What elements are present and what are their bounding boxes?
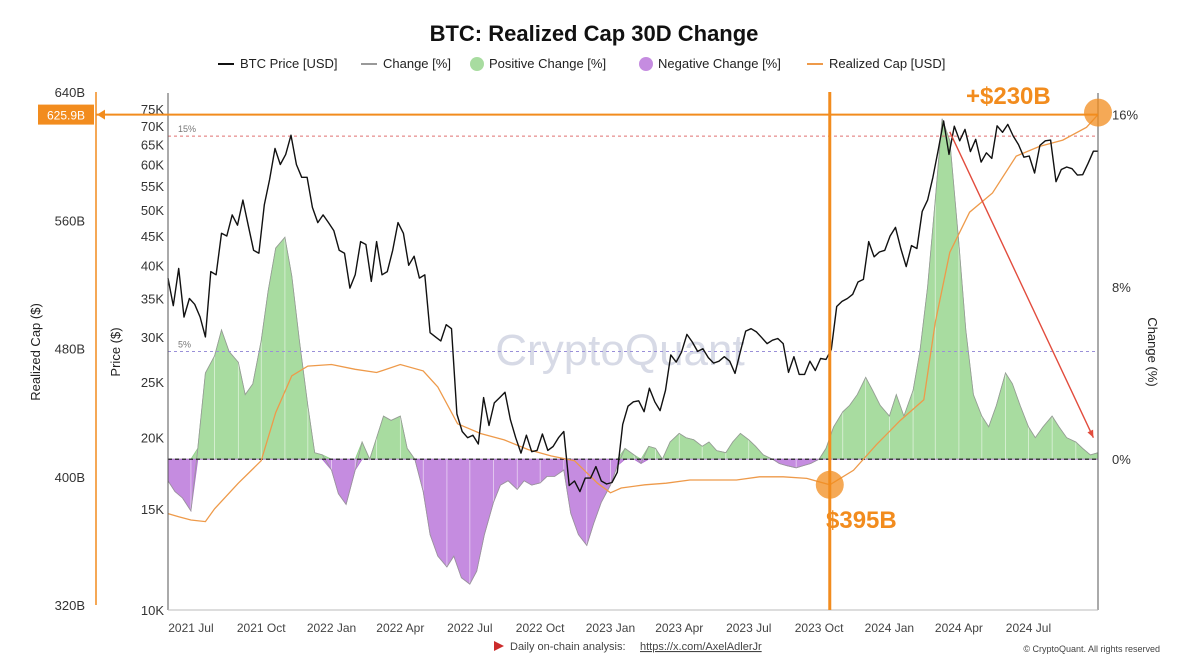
price-tick-label: 55K (141, 179, 164, 194)
realized-cap-tick-label: 320B (55, 598, 85, 613)
legend-label: BTC Price [USD] (240, 56, 338, 71)
realized-cap-tick-label: 640B (55, 85, 85, 100)
x-tick-label: 2023 Jan (586, 621, 635, 635)
legend-label: Positive Change [%] (489, 56, 606, 71)
x-tick-label: 2023 Apr (655, 621, 703, 635)
watermark: CryptoQuant (495, 326, 744, 375)
price-tick-label: 70K (141, 119, 164, 134)
x-tick-label: 2022 Apr (376, 621, 424, 635)
legend-item: Change [%] (361, 56, 451, 71)
legend-swatch (470, 57, 484, 71)
change-tick-label: 0% (1112, 452, 1131, 467)
current-cap-badge (38, 104, 94, 125)
price-tick-label: 35K (141, 292, 164, 307)
x-tick-label: 2023 Oct (795, 621, 844, 635)
change-line (167, 118, 1099, 585)
price-tick-label: 75K (141, 102, 164, 117)
low-cap-marker (815, 470, 844, 499)
legend-item: Positive Change [%] (470, 56, 606, 71)
chart-title: BTC: Realized Cap 30D Change (430, 21, 759, 46)
decline-arrow-line (949, 131, 1095, 438)
footer: Daily on-chain analysis: https://x.com/A… (494, 641, 1160, 654)
price-tick-label: 20K (141, 431, 164, 446)
x-tick-label: 2022 Jan (307, 621, 356, 635)
reference-label-15: 15% (178, 124, 196, 134)
start-label: $395B (826, 507, 897, 534)
x-tick-label: 2022 Oct (516, 621, 565, 635)
realized-cap-line (167, 114, 1099, 523)
negative-change-area (167, 458, 1098, 585)
copyright-text: © CryptoQuant. All rights reserved (1023, 644, 1160, 654)
legend-item: Realized Cap [USD] (807, 56, 945, 71)
annotations: 625.9B +$230B $395B (38, 83, 1112, 610)
footer-link[interactable]: https://x.com/AxelAdlerJr (640, 641, 762, 653)
x-tick-label: 2021 Oct (237, 621, 286, 635)
x-tick-label: 2023 Jul (726, 621, 771, 635)
change-tick-label: 8% (1112, 280, 1131, 295)
price-tick-label: 15K (141, 502, 164, 517)
x-tick-label: 2022 Jul (447, 621, 492, 635)
legend-label: Realized Cap [USD] (829, 56, 945, 71)
change-tick-label: 16% (1112, 108, 1138, 123)
realized-cap-axis-label: Realized Cap ($) (28, 303, 43, 401)
realized-cap-tick-label: 480B (55, 342, 85, 357)
x-tick-label: 2021 Jul (168, 621, 213, 635)
price-tick-label: 10K (141, 603, 164, 618)
current-cap-badge-label: 625.9B (47, 109, 85, 123)
price-tick-label: 40K (141, 258, 164, 273)
footer-text: Daily on-chain analysis: (510, 641, 626, 653)
realized-cap-tick-label: 400B (55, 470, 85, 485)
gain-label: +$230B (966, 83, 1051, 110)
current-cap-arrowhead (97, 109, 105, 120)
reference-label-5: 5% (178, 340, 191, 350)
axes: 10K 15K 20K 25K 30K 35K 40K 45K 50K 55K 60K 65K 70K 7… (28, 85, 1160, 635)
plot-area: CryptoQuant 15% 5% (167, 114, 1099, 585)
legend-item: BTC Price [USD] (218, 56, 338, 71)
price-tick-label: 25K (141, 375, 164, 390)
legend: BTC Price [USD] Change [%] Positive Change… (218, 56, 945, 71)
realized-cap-tick-label: 560B (55, 213, 85, 228)
legend-label: Negative Change [%] (658, 56, 781, 71)
price-axis-label: Price ($) (108, 327, 123, 376)
legend-label: Change [%] (383, 56, 451, 71)
legend-swatch (639, 57, 653, 71)
footer-flag-icon (494, 641, 504, 651)
price-tick-label: 30K (141, 330, 164, 345)
price-tick-label: 60K (141, 158, 164, 173)
x-tick-label: 2024 Apr (935, 621, 983, 635)
btc-price-line (167, 120, 1098, 493)
x-tick-label: 2024 Jan (865, 621, 914, 635)
price-tick-label: 50K (141, 203, 164, 218)
high-cap-marker (1084, 98, 1112, 127)
price-tick-label: 45K (141, 229, 164, 244)
legend-item: Negative Change [%] (639, 56, 781, 71)
price-tick-label: 65K (141, 138, 164, 153)
change-axis-label: Change (%) (1145, 317, 1160, 386)
x-tick-label: 2024 Jul (1006, 621, 1051, 635)
decline-arrowhead (1087, 429, 1094, 438)
